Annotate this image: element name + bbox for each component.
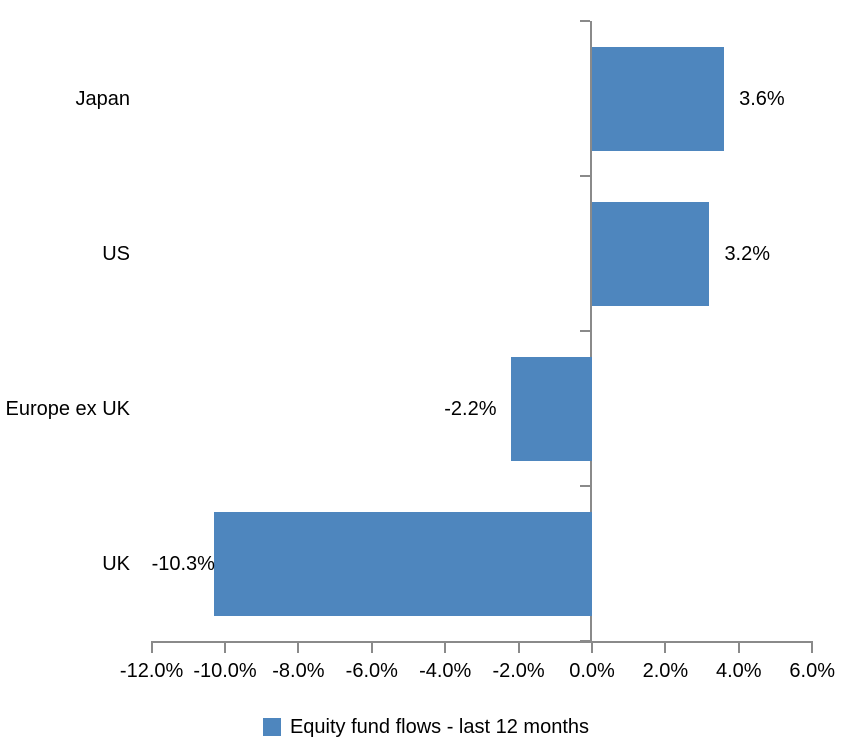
category-label-us: US xyxy=(102,242,130,265)
y-tick-mark xyxy=(580,330,590,332)
x-tick-mark xyxy=(517,641,520,653)
x-tick-label: -4.0% xyxy=(419,660,472,682)
x-axis-line xyxy=(150,641,814,643)
bar-japan xyxy=(592,46,725,151)
x-tick-mark xyxy=(664,641,667,653)
x-tick-mark xyxy=(297,641,300,653)
x-tick-label: 4.0% xyxy=(716,660,762,682)
x-tick-mark xyxy=(591,641,593,653)
y-tick-mark xyxy=(580,175,590,177)
x-tick-label: -12.0% xyxy=(119,660,184,682)
category-label-uk: UK xyxy=(102,552,130,575)
x-tick-mark xyxy=(370,641,373,653)
x-tick-mark xyxy=(150,641,153,653)
value-label-japan: 3.6% xyxy=(739,87,785,110)
x-tick-mark xyxy=(224,641,226,653)
x-tick-mark xyxy=(737,641,740,653)
value-label-uk: -10.3% xyxy=(151,552,215,575)
x-tick-label: -8.0% xyxy=(272,660,325,682)
bar-uk xyxy=(213,511,592,616)
category-label-europe-ex-uk: Europe ex UK xyxy=(5,397,130,420)
bar-us xyxy=(592,201,710,306)
x-tick-label: 6.0% xyxy=(789,660,835,682)
x-tick-label: -6.0% xyxy=(345,660,398,682)
y-tick-mark xyxy=(580,20,590,22)
x-tick-label: 0.0% xyxy=(569,660,615,682)
x-tick-label: -2.0% xyxy=(492,660,545,682)
x-tick-label: -10.0% xyxy=(193,660,257,682)
y-axis-line xyxy=(590,21,592,643)
value-label-us: 3.2% xyxy=(724,242,771,265)
category-label-japan: Japan xyxy=(75,87,131,110)
y-tick-mark xyxy=(580,485,590,487)
x-tick-mark xyxy=(444,641,447,653)
bar-europe-ex-uk xyxy=(511,356,592,461)
x-tick-mark xyxy=(811,641,814,653)
legend: Equity fund flows - last 12 months xyxy=(0,715,852,739)
legend-marker xyxy=(262,718,281,736)
x-tick-label: 2.0% xyxy=(642,660,689,682)
y-tick-mark xyxy=(580,640,590,642)
legend-label: Equity fund flows - last 12 months xyxy=(289,716,590,738)
value-label-europe-ex-uk: -2.2% xyxy=(444,397,497,420)
